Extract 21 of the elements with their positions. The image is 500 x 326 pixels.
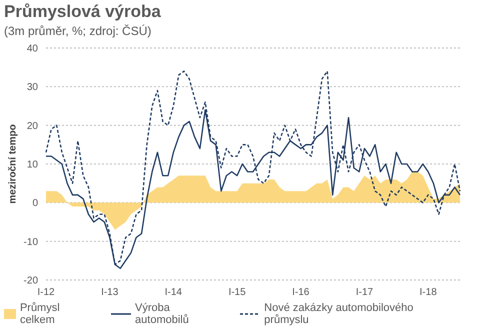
y-tick-label: 30 [26,82,38,94]
y-tick-label: 0 [32,198,38,210]
x-tick-label: I-15 [228,287,246,298]
y-tick-label: 20 [26,120,38,132]
chart-subtitle: (3m průměr, %; zdroj: ČSÚ) [4,24,152,38]
y-tick-label: 40 [26,44,38,55]
chart-title: Průmyslová výroba [4,2,161,22]
x-tick-label: I-16 [292,287,310,298]
line-series [45,70,461,266]
x-tick-label: I-14 [164,287,182,298]
y-tick-label: 10 [26,160,38,171]
x-tick-label: I-12 [37,287,56,298]
y-tick-label: -10 [24,236,38,248]
y-axis-title: meziroční tempo [8,124,19,204]
x-tick-label: I-18 [420,287,438,298]
legend-label: Průmysl celkem [20,302,61,326]
legend-label: Nové zakázky automobilového průmyslu [264,302,414,326]
y-tick-label: -20 [24,276,38,287]
x-tick-label: I-13 [101,287,119,298]
legend-label: Výroba automobilů [135,302,190,326]
x-tick-label: I-17 [356,287,374,298]
